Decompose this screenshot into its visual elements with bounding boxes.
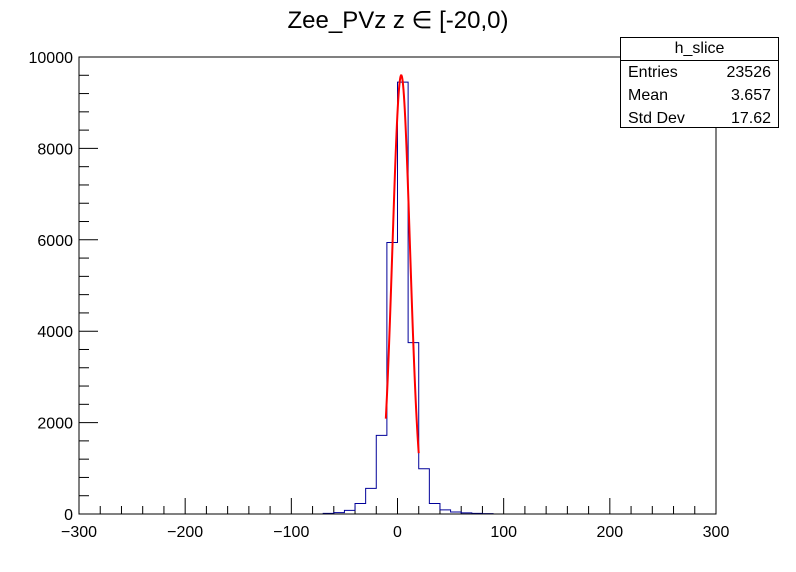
- stats-box: h_slice Entries 23526 Mean 3.657 Std Dev…: [620, 37, 779, 128]
- x-tick-label: −300: [61, 524, 97, 541]
- x-tick-label: 100: [490, 524, 517, 541]
- chart-title: Zee_PVz z ∈ [-20,0): [287, 7, 509, 34]
- stats-row-stddev: Std Dev 17.62: [621, 107, 778, 130]
- histogram-bin: [419, 469, 430, 514]
- plot-frame: [78, 56, 717, 515]
- y-tick-label: 0: [64, 507, 73, 524]
- histogram-bin: [355, 503, 366, 514]
- x-tick-label: 300: [703, 524, 730, 541]
- histogram-bin: [366, 488, 377, 514]
- histogram-bars: [79, 81, 716, 515]
- histogram-bin: [429, 503, 440, 514]
- stats-box-title: h_slice: [621, 38, 778, 61]
- stats-row-entries: Entries 23526: [621, 61, 778, 84]
- histogram-bin: [344, 510, 355, 514]
- y-tick-label: 6000: [37, 233, 73, 250]
- x-tick-label: −100: [273, 524, 309, 541]
- y-tick-label: 10000: [29, 50, 74, 67]
- y-tick-label: 8000: [37, 141, 73, 158]
- x-tick-label: 0: [393, 524, 402, 541]
- x-tick-label: −200: [167, 524, 203, 541]
- stats-value: 23526: [726, 64, 772, 81]
- stats-label: Entries: [628, 64, 678, 81]
- tick-labels: −300 −200 −100 0 100 200 300 0 2000 4000 6000 8000 1…: [29, 50, 730, 541]
- stats-label: Mean: [628, 87, 669, 104]
- stats-label: Std Dev: [628, 110, 685, 127]
- axis-ticks: [78, 56, 717, 515]
- gaussian-fit-curve: [384, 74, 420, 454]
- x-tick-label: 200: [596, 524, 623, 541]
- stats-row-mean: Mean 3.657: [621, 84, 778, 107]
- stats-value: 17.62: [730, 110, 771, 127]
- stats-value: 3.657: [730, 87, 771, 104]
- y-tick-label: 2000: [37, 416, 73, 433]
- y-tick-label: 4000: [37, 324, 73, 341]
- histogram-bin: [440, 510, 451, 514]
- histogram-bin: [376, 435, 387, 514]
